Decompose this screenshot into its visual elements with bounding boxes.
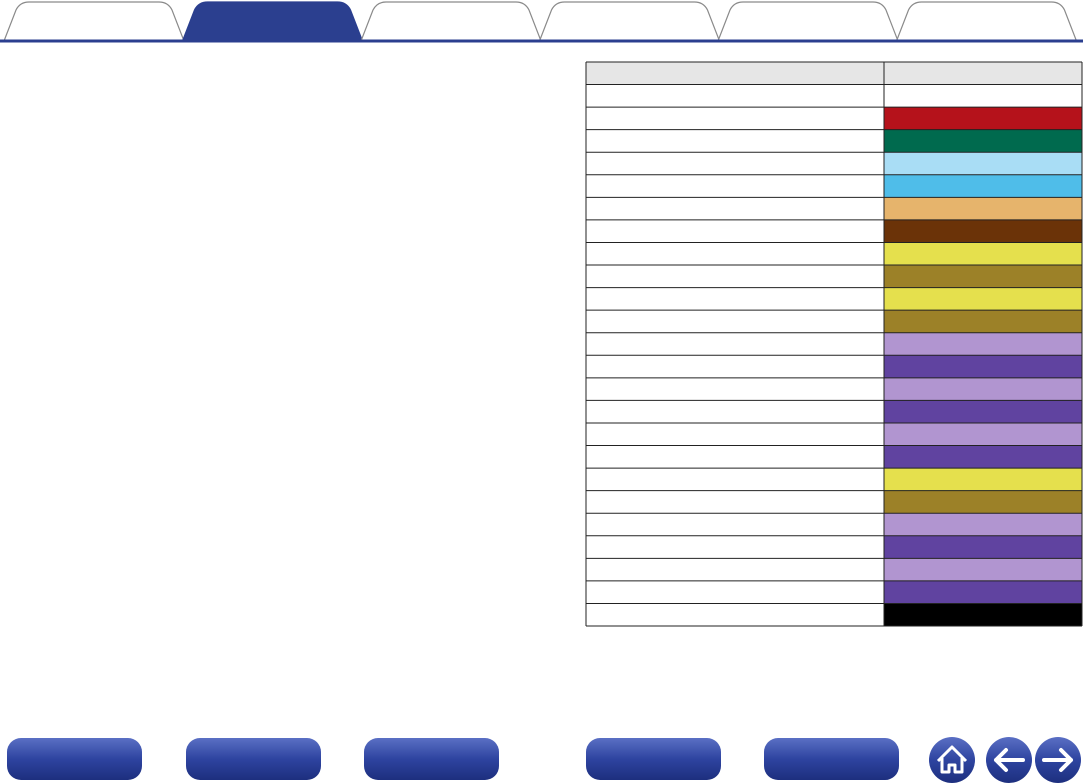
color-swatch: [884, 580, 1082, 604]
color-swatch: [884, 603, 1082, 626]
forward-icon[interactable]: [1042, 748, 1073, 772]
color-swatch: [884, 558, 1082, 581]
color-swatch: [884, 445, 1082, 469]
back-icon[interactable]: [994, 748, 1025, 772]
color-swatch: [884, 219, 1082, 243]
tab-bar: [3, 1, 1078, 42]
color-swatch: [884, 468, 1082, 491]
color-swatch: [884, 242, 1082, 266]
forward-button[interactable]: [1035, 737, 1081, 783]
table-header: [586, 62, 1082, 85]
color-swatch: [884, 490, 1082, 514]
bottom-nav: [7, 737, 1081, 783]
color-swatch: [884, 355, 1082, 378]
color-swatch: [884, 400, 1082, 423]
home-button[interactable]: [929, 737, 975, 783]
home-icon[interactable]: [936, 745, 968, 774]
back-button[interactable]: [986, 737, 1032, 783]
color-swatch: [884, 152, 1082, 175]
color-swatch: [884, 310, 1082, 333]
nav-button[interactable]: [364, 738, 499, 780]
nav-button[interactable]: [7, 738, 142, 780]
tab[interactable]: [181, 1, 364, 42]
nav-button[interactable]: [186, 738, 321, 780]
color-swatch: [884, 535, 1082, 559]
tab[interactable]: [360, 1, 542, 42]
color-swatch: [884, 422, 1082, 446]
tab[interactable]: [3, 1, 185, 42]
color-swatch: [884, 129, 1082, 153]
tab[interactable]: [538, 1, 721, 42]
color-swatch: [884, 84, 1082, 108]
tab[interactable]: [895, 1, 1078, 42]
tab[interactable]: [717, 1, 899, 42]
color-swatch: [884, 107, 1082, 130]
color-swatch: [884, 174, 1082, 198]
color-swatch: [884, 287, 1082, 311]
color-table: [585, 61, 1083, 627]
color-swatch: [884, 332, 1082, 356]
color-swatch: [884, 513, 1082, 536]
color-swatch: [884, 265, 1082, 288]
color-swatch: [884, 377, 1082, 401]
color-swatch: [884, 197, 1082, 220]
nav-button[interactable]: [586, 738, 721, 780]
home-circle[interactable]: [929, 737, 975, 783]
nav-button[interactable]: [764, 738, 899, 780]
